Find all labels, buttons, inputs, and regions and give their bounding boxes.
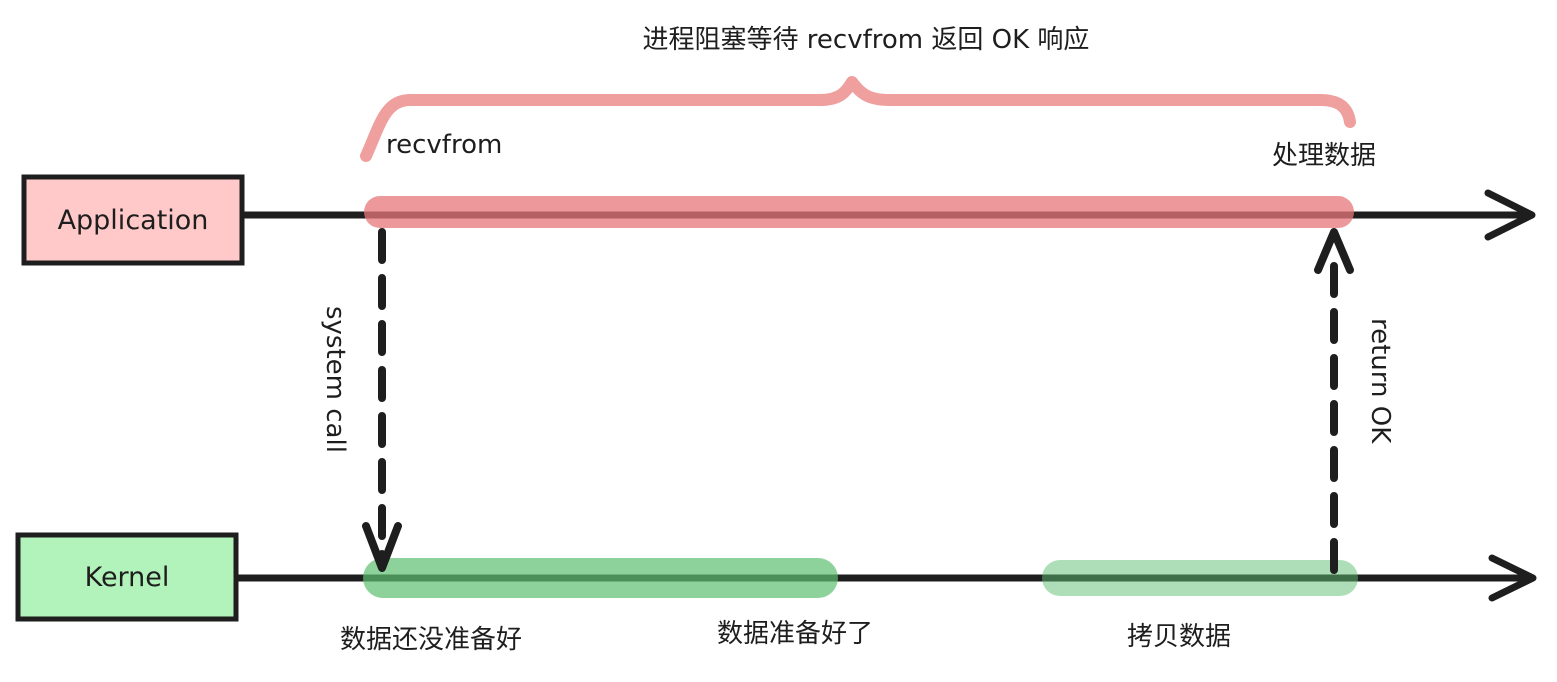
process-data-label: 处理数据 [1272,141,1376,171]
system-call-label: system call [320,306,350,453]
application-arrowhead [1484,189,1536,241]
kernel-box [15,532,239,622]
wait-brace [360,76,1356,162]
kernel-arrowhead [1488,554,1537,602]
return-ok-label: return OK [1365,318,1395,444]
application-label: Application [58,205,209,236]
system-call-arrowhead [362,522,402,572]
recvfrom-label: recvfrom [386,130,502,160]
application-box [21,174,245,266]
kernel-label: Kernel [85,562,170,593]
diagram-title: 进程阻塞等待 recvfrom 返回 OK 响应 [643,25,1090,55]
data-ready-label: 数据准备好了 [717,619,873,649]
return-ok-arrowhead [1314,228,1354,274]
data-not-ready-label: 数据还没准备好 [340,625,522,655]
copy-data-label: 拷贝数据 [1127,622,1231,652]
